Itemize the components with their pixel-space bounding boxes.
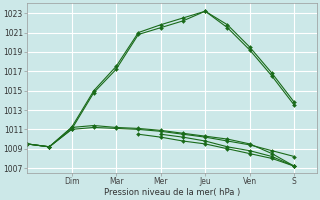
X-axis label: Pression niveau de la mer( hPa ): Pression niveau de la mer( hPa ) xyxy=(104,188,240,197)
